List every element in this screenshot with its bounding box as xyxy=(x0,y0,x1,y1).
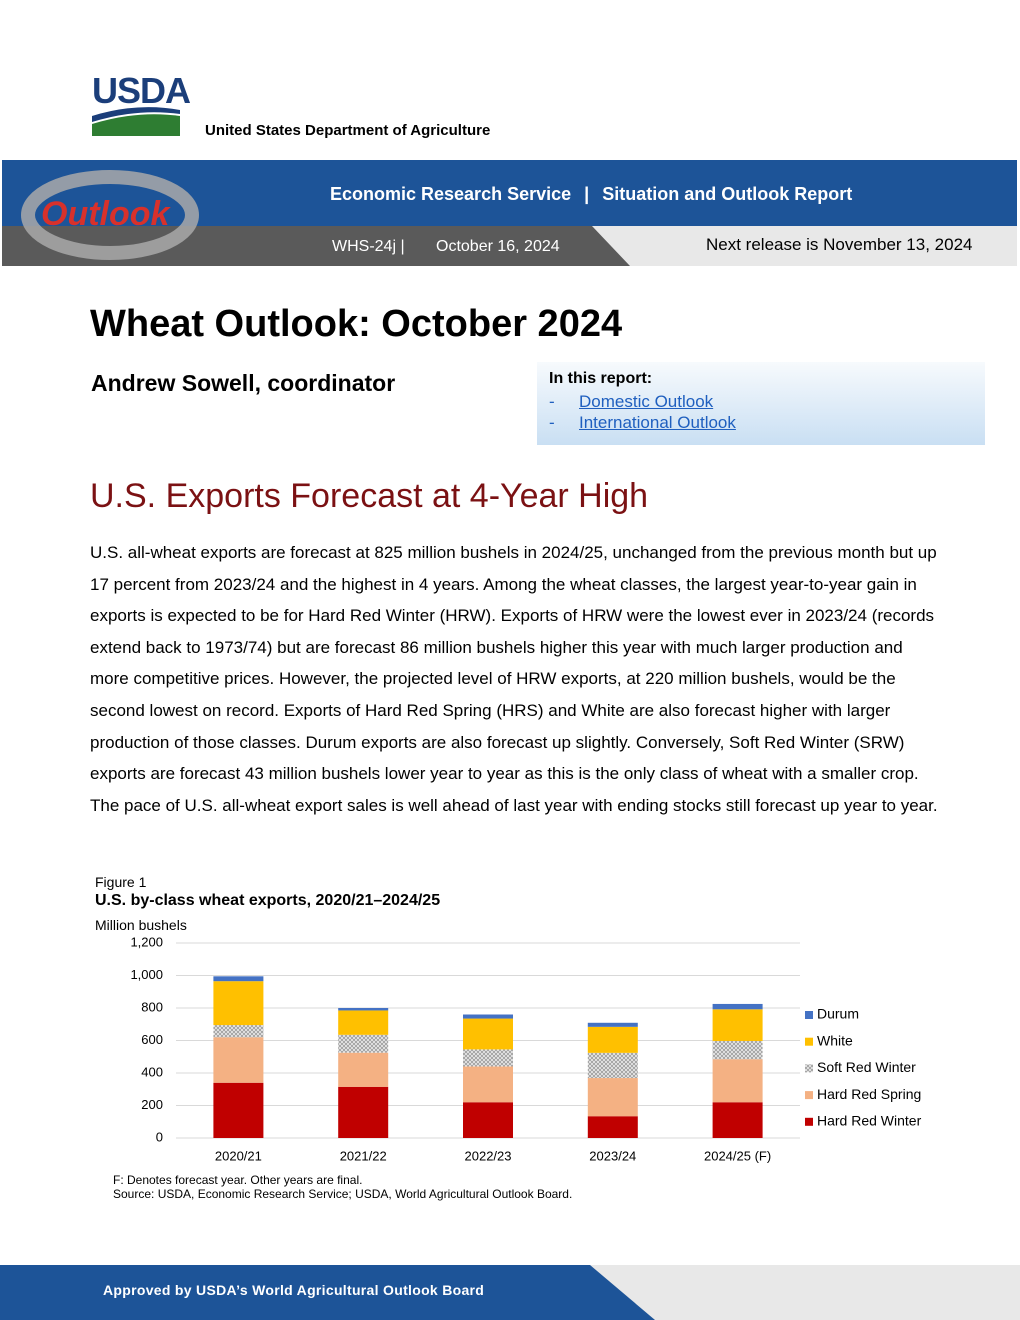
separator: | xyxy=(584,184,590,204)
chart-title: U.S. by-class wheat exports, 2020/21–202… xyxy=(95,892,441,909)
next-release: Next release is November 13, 2024 xyxy=(706,235,973,254)
y-tick-label: 1,200 xyxy=(130,934,163,949)
x-tick-label: 2020/21 xyxy=(215,1148,262,1163)
agency: United States Department of Agriculture xyxy=(205,122,491,139)
legend-label: Soft Red Winter xyxy=(817,1059,916,1075)
bar-segment xyxy=(338,1034,389,1053)
y-tick-label: 400 xyxy=(141,1064,163,1079)
box-list: - Domestic Outlook - International Outlook xyxy=(549,391,736,433)
bar-segment xyxy=(338,1052,389,1087)
box-item: - Domestic Outlook xyxy=(549,391,736,412)
y-tick-label: 200 xyxy=(141,1097,163,1112)
link[interactable]: Domestic Outlook xyxy=(579,392,714,411)
y-axis-label: Million bushels xyxy=(95,917,187,933)
bar-segment xyxy=(213,1082,264,1138)
bar-segment xyxy=(587,1116,638,1138)
bar-segment xyxy=(587,1022,638,1027)
x-tick-label: 2022/23 xyxy=(465,1148,512,1163)
y-tick-label: 600 xyxy=(141,1032,163,1047)
bar-segment xyxy=(712,1059,763,1103)
marker: - xyxy=(549,392,555,411)
bar-segment xyxy=(213,1025,264,1038)
outlook-text: Outlook xyxy=(41,195,172,233)
banner-text: Economic Research Service | Situation an… xyxy=(330,184,852,205)
link[interactable]: International Outlook xyxy=(579,413,736,432)
paragraph: U.S. all-wheat exports are forecast at 8… xyxy=(90,543,938,815)
footer-bar xyxy=(0,1265,1020,1320)
legend-label: White xyxy=(817,1032,853,1048)
bar-segment xyxy=(587,1078,638,1117)
section-heading: U.S. Exports Forecast at 4-Year High xyxy=(90,477,649,515)
legend-label: Hard Red Spring xyxy=(817,1086,921,1102)
bar-segment xyxy=(213,981,264,1026)
bar-segment xyxy=(338,1086,389,1138)
bar-segment xyxy=(712,1102,763,1138)
bar-segment xyxy=(463,1049,513,1067)
report-id: WHS-24j | xyxy=(332,238,405,255)
bar-segment xyxy=(463,1066,513,1103)
x-tick-label: 2024/25 (F) xyxy=(704,1148,771,1163)
bar-segment xyxy=(712,1009,763,1041)
box-heading: In this report: xyxy=(549,370,653,387)
legend-swatch xyxy=(805,1117,813,1126)
legend-swatch xyxy=(805,1091,813,1100)
title: Wheat Outlook: October 2024 xyxy=(90,303,623,345)
legend-swatch xyxy=(805,1011,813,1019)
bar-segment xyxy=(463,1018,513,1050)
box-item: - International Outlook xyxy=(549,412,736,433)
bar-segment xyxy=(213,1037,264,1083)
y-tick-label: 800 xyxy=(141,999,163,1014)
y-tick-label: 0 xyxy=(156,1129,163,1144)
note: Source: USDA, Economic Research Service;… xyxy=(113,1187,573,1201)
x-tick-label: 2023/24 xyxy=(589,1148,636,1163)
bar-segment xyxy=(463,1014,513,1019)
bar-segment xyxy=(587,1026,638,1053)
note: F: Denotes forecast year. Other years ar… xyxy=(113,1173,363,1187)
legend-label: Durum xyxy=(817,1006,859,1022)
chart: 0 200 400 600 800 1,000 1,200 2020/21 2021/22 202… xyxy=(130,934,922,1163)
x-tick-label: 2021/22 xyxy=(340,1148,387,1163)
bar-segment xyxy=(712,1003,763,1010)
bar-segment xyxy=(712,1040,763,1060)
date: October 16, 2024 xyxy=(436,238,560,255)
report-box: In this report: - Domestic Outlook - Inter… xyxy=(537,362,985,445)
legend-swatch xyxy=(805,1037,813,1046)
y-tick-label: 1,000 xyxy=(130,967,163,982)
legend-swatch xyxy=(805,1064,813,1073)
bar-segment xyxy=(338,1008,389,1011)
bar-segment xyxy=(463,1102,513,1138)
author: Andrew Sowell, coordinator xyxy=(91,370,396,396)
bar-segment xyxy=(213,976,264,982)
footer-text: Approved by USDA’s World Agricultural Ou… xyxy=(103,1282,485,1298)
series: Situation and Outlook Report xyxy=(602,184,853,204)
bar-segment xyxy=(587,1052,638,1079)
figure-label: Figure 1 xyxy=(95,874,147,890)
outlook-logo: Outlook xyxy=(21,170,199,260)
bar-segment xyxy=(338,1010,389,1035)
legend-label: Hard Red Winter xyxy=(817,1113,922,1129)
usda-logo: USDA xyxy=(92,70,191,111)
service: Economic Research Service xyxy=(330,184,572,204)
logo-stripes xyxy=(92,107,180,136)
marker: - xyxy=(549,413,555,432)
